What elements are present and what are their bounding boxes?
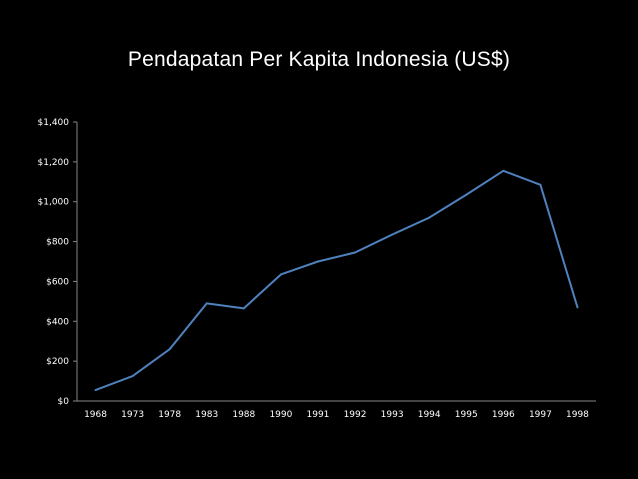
data-point xyxy=(242,307,245,310)
y-tick-label: $600 xyxy=(46,277,69,287)
x-tick-label: 1998 xyxy=(566,410,589,420)
data-point xyxy=(465,193,468,196)
y-tick-label: $400 xyxy=(46,317,69,327)
data-point xyxy=(316,260,319,263)
data-point xyxy=(539,183,542,186)
x-tick-label: 1991 xyxy=(307,410,330,420)
x-tick-label: 1993 xyxy=(381,410,404,420)
x-tick-label: 1978 xyxy=(158,410,181,420)
data-point xyxy=(391,233,394,236)
y-tick-label: $1,200 xyxy=(38,158,70,168)
y-tick-label: $1,400 xyxy=(38,118,70,128)
page-title: Pendapatan Per Kapita Indonesia (US$) xyxy=(127,48,511,71)
data-point xyxy=(168,348,171,351)
x-tick-label: 1990 xyxy=(269,410,292,420)
data-point xyxy=(502,169,505,172)
x-tick-label: 1992 xyxy=(344,410,367,420)
x-tick-label: 1983 xyxy=(195,410,218,420)
data-point xyxy=(94,389,97,392)
y-tick-label: $800 xyxy=(46,238,69,248)
y-tick-label: $1,000 xyxy=(38,198,70,208)
data-point xyxy=(205,302,208,305)
y-tick-label: $200 xyxy=(46,357,69,367)
x-tick-label: 1996 xyxy=(492,410,515,420)
x-tick-label: 1995 xyxy=(455,410,478,420)
data-point xyxy=(279,273,282,276)
y-tick-label: $0 xyxy=(58,397,70,407)
x-tick-label: 1994 xyxy=(418,410,441,420)
x-tick-label: 1988 xyxy=(232,410,255,420)
data-point xyxy=(131,375,134,378)
data-point xyxy=(576,306,579,309)
x-tick-label: 1997 xyxy=(529,410,552,420)
x-tick-label: 1973 xyxy=(121,410,144,420)
data-point xyxy=(428,216,431,219)
data-point xyxy=(354,251,357,254)
series-line xyxy=(95,169,579,391)
x-tick-label: 1968 xyxy=(84,410,107,420)
